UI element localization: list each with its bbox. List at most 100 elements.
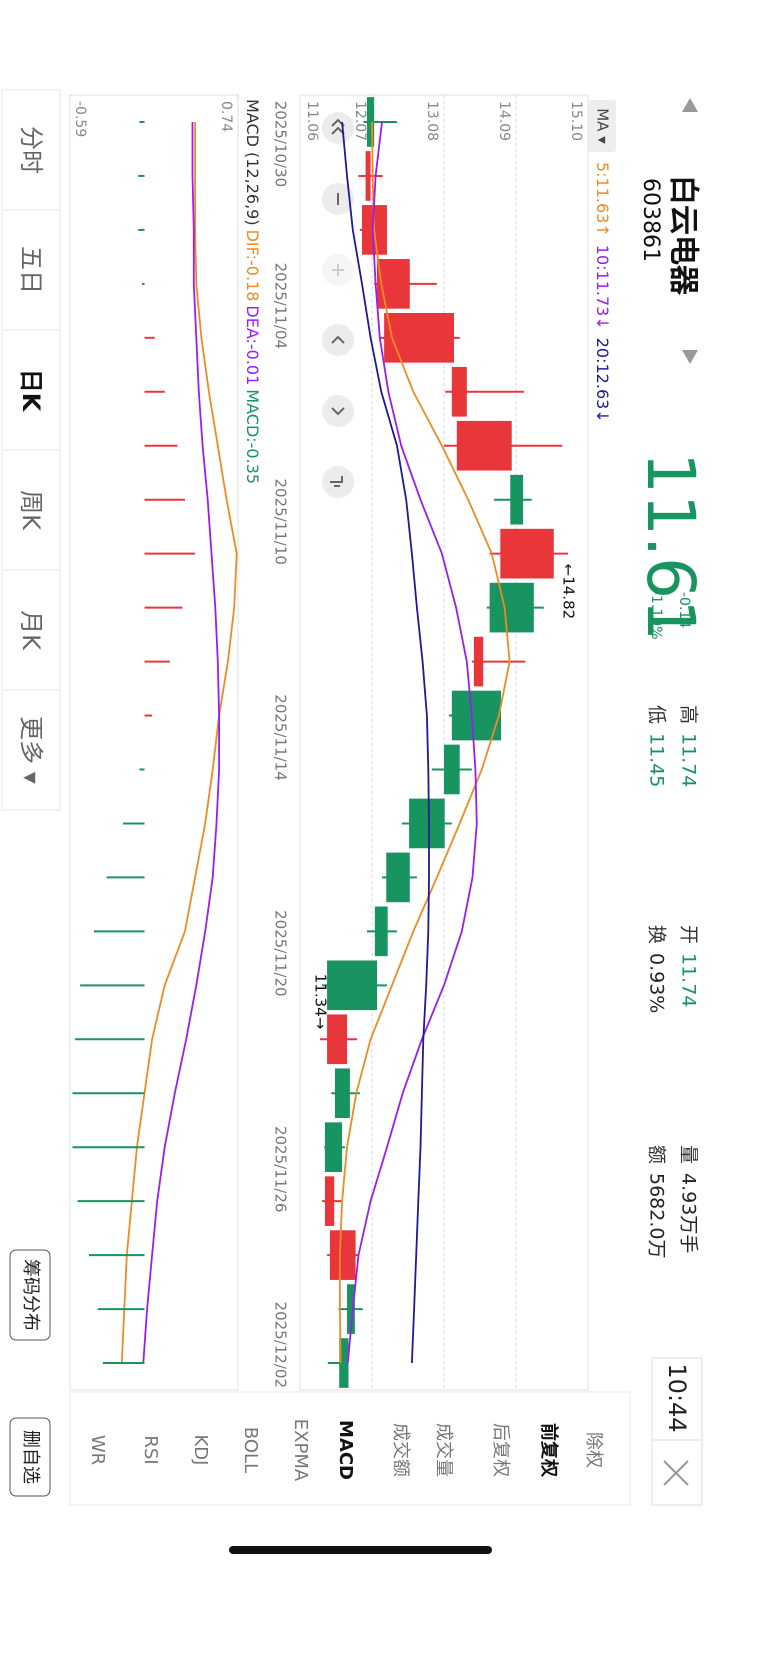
candle-body bbox=[386, 852, 410, 903]
ma-button[interactable]: MA ▾ bbox=[594, 108, 612, 144]
period-tab-label: 月K bbox=[17, 610, 45, 651]
annotation: ←14.82 bbox=[560, 564, 578, 620]
indicator-tab[interactable]: RSI bbox=[140, 1435, 161, 1464]
low: 11.45 bbox=[646, 733, 668, 787]
chart-layer: 15.10 14.09 13.08 12.07 11.06 2025/10/30 2025/… bbox=[1, 89, 613, 1484]
annotation: 11.34→ bbox=[311, 974, 329, 1030]
period-tab-label: 五日 bbox=[17, 246, 45, 294]
turnover-label: 换 bbox=[646, 925, 668, 944]
candle-body bbox=[510, 474, 524, 525]
macd-plot-frame bbox=[69, 94, 239, 1391]
indicator-tab[interactable]: 前复权 bbox=[538, 1423, 560, 1478]
stock-name: 白云电器 bbox=[666, 175, 701, 296]
macd-line bbox=[120, 122, 238, 1364]
candle-body bbox=[365, 151, 371, 201]
watchlist-button[interactable] bbox=[9, 1417, 51, 1497]
candle-body bbox=[451, 366, 467, 417]
candle-body bbox=[384, 312, 454, 363]
candle-body bbox=[489, 582, 534, 633]
stock-code: 603861 bbox=[638, 178, 663, 262]
turnover: 0.93% bbox=[646, 953, 668, 1013]
macd-line bbox=[142, 122, 220, 1364]
tool-left[interactable] bbox=[322, 324, 354, 356]
legend-entry: 20:12.63↓ bbox=[594, 338, 613, 423]
tool-glyphs bbox=[330, 118, 345, 487]
candle-body bbox=[327, 1014, 348, 1065]
legend-entry: MACD:-0.35 bbox=[244, 389, 263, 484]
x-tick-label: 2025/11/20 bbox=[272, 910, 290, 996]
indicator-tab[interactable]: KDJ bbox=[190, 1435, 211, 1466]
macd-legend: MACD (12,26,9) DIF:-0.18 DEA:-0.01 MACD:-0.… bbox=[244, 99, 263, 484]
time-box bbox=[651, 1357, 703, 1506]
y-tick-label: 14.09 bbox=[496, 101, 512, 141]
legend-entry: 10:11.73↓ bbox=[594, 245, 613, 330]
indicator-tab[interactable]: EXPMA bbox=[290, 1419, 311, 1482]
candle-body bbox=[500, 528, 554, 579]
chip-button[interactable] bbox=[9, 1249, 51, 1341]
change-pct: -1.19% bbox=[648, 590, 664, 640]
ma-line bbox=[339, 121, 511, 1364]
x-tick-label: 2025/11/26 bbox=[272, 1126, 290, 1212]
y-tick-label: 12.07 bbox=[352, 101, 368, 141]
candle-body bbox=[324, 1122, 343, 1173]
high-label: 高 bbox=[678, 705, 700, 724]
candle-body bbox=[327, 960, 377, 1011]
close-button[interactable] bbox=[663, 1460, 689, 1486]
glyph-right bbox=[331, 407, 345, 416]
y-tick-label: 0.74 bbox=[218, 101, 234, 132]
candle-body bbox=[376, 259, 410, 309]
legend: 5:11.63↑ 10:11.73↓ 20:12.63↓ bbox=[594, 162, 613, 423]
glyph-left bbox=[331, 335, 345, 344]
ma-button-bg[interactable] bbox=[588, 100, 616, 152]
indicator-tab[interactable]: 成交量 bbox=[433, 1423, 454, 1477]
indicator-tab[interactable]: MACD bbox=[335, 1420, 356, 1480]
indicator-tab[interactable]: WR bbox=[87, 1435, 108, 1465]
legend-entry: 5:11.63↑ bbox=[594, 162, 613, 237]
volume-label: 量 bbox=[678, 1145, 700, 1164]
candle-body bbox=[443, 744, 460, 795]
indicator-tab[interactable]: 成交额 bbox=[390, 1423, 411, 1477]
next-arrow[interactable] bbox=[682, 350, 698, 364]
candle-body bbox=[473, 636, 484, 687]
indicator-tab[interactable]: BOLL bbox=[240, 1427, 261, 1473]
x-tick-label: 2025/11/14 bbox=[272, 694, 290, 780]
period-tab-label: 更多 ▾ bbox=[17, 716, 45, 784]
candle-body bbox=[329, 1230, 356, 1280]
period-tab-label: 周K bbox=[17, 490, 45, 531]
x-tick-label: 2025/10/30 bbox=[272, 101, 290, 187]
indicator-tab[interactable]: 后复权 bbox=[490, 1423, 511, 1477]
candle-body bbox=[374, 906, 388, 957]
candle-body bbox=[339, 1338, 349, 1388]
watchlist-button-label[interactable]: 删自选 bbox=[20, 1430, 41, 1484]
indicator-tab[interactable]: 除权 bbox=[583, 1432, 604, 1468]
prev-arrow[interactable] bbox=[682, 98, 698, 112]
x-tick-label: 2025/12/02 bbox=[272, 1302, 290, 1388]
open: 11.74 bbox=[678, 953, 700, 1007]
glyph-reset bbox=[330, 476, 343, 487]
y-tick-label: 13.08 bbox=[424, 101, 440, 141]
price: 11.61 bbox=[632, 452, 709, 641]
high: 11.74 bbox=[678, 733, 700, 787]
period-tab-label: 日K bbox=[17, 369, 45, 413]
y-tick-label: -0.59 bbox=[72, 101, 88, 137]
x-tick-label: 2025/11/10 bbox=[272, 478, 290, 564]
chip-button-label[interactable]: 筹码分布 bbox=[20, 1259, 41, 1331]
y-tick-label: 11.06 bbox=[304, 101, 320, 141]
candle-body bbox=[409, 798, 445, 849]
amount-label: 额 bbox=[646, 1145, 668, 1164]
indicator-panel bbox=[69, 1391, 631, 1506]
candle-body bbox=[456, 420, 512, 471]
period-tab[interactable] bbox=[1, 689, 61, 811]
macd-title: MACD (12,26,9) bbox=[244, 99, 263, 226]
glyph-plus bbox=[332, 264, 344, 276]
low-label: 低 bbox=[646, 705, 668, 724]
candle-body bbox=[334, 1068, 350, 1119]
x-tick-label: 2025/11/04 bbox=[272, 263, 290, 349]
tool-right[interactable] bbox=[322, 395, 354, 427]
change: -0.14 bbox=[676, 592, 692, 628]
amount: 5682.0万 bbox=[646, 1173, 668, 1258]
time: 10:44 bbox=[663, 1363, 691, 1432]
volume: 4.93万手 bbox=[678, 1173, 700, 1253]
